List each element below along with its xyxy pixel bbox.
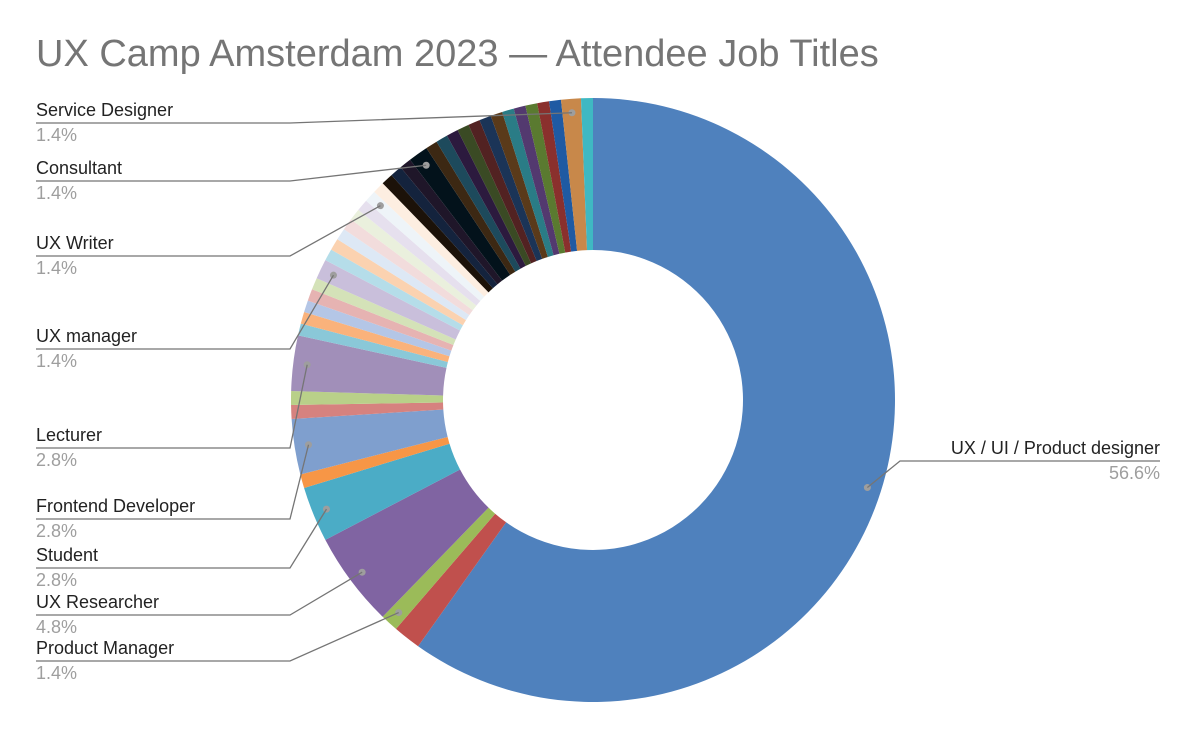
slice-38[interactable] [537,101,572,253]
slice-39[interactable] [549,99,578,252]
slice-consultant[interactable] [410,148,511,281]
slice-23[interactable] [374,183,489,297]
slice-11[interactable] [300,312,450,363]
slice-frontend-developer[interactable] [291,409,448,475]
slice-12[interactable] [304,300,452,357]
slice-percent-student: 2.8% [36,570,77,590]
slice-label-ux-writer: UX Writer [36,233,114,253]
slice-29[interactable] [436,135,521,272]
slice-percent-consultant: 1.4% [36,183,77,203]
slice-percent-ux-manager: 1.4% [36,351,77,371]
leader-line [36,274,335,350]
slice-16[interactable] [325,249,463,331]
slice-8[interactable] [290,390,444,406]
slice-10[interactable] [298,323,448,368]
slice-7[interactable] [291,402,444,420]
leader-lines [36,109,1160,662]
slice-33[interactable] [479,115,543,261]
slice-32[interactable] [468,120,537,264]
leader-line [36,444,310,520]
slice-percent-ux-ui-product-designer: 56.6% [1109,463,1160,483]
slice-label-ux-manager: UX manager [36,326,137,346]
slice-label-consultant: Consultant [36,158,122,178]
slice-19[interactable] [343,219,473,316]
slice-21[interactable] [358,200,481,306]
slice-17[interactable] [331,239,467,326]
slice-label-lecturer: Lecturer [36,425,102,445]
slice-35[interactable] [502,108,554,257]
donut-slices [290,98,896,703]
slice-labels: UX / UI / Product designer 56.6% Product M… [36,100,1160,683]
slice-ux-writer[interactable] [366,191,485,302]
slice-percent-ux-researcher: 4.8% [36,617,77,637]
slice-product-manager[interactable] [382,507,496,629]
slice-label-ux-ui-product-designer: UX / UI / Product designer [951,438,1160,458]
leader-line [36,205,381,257]
slice-service-designer[interactable] [560,98,588,251]
slice-percent-ux-writer: 1.4% [36,258,77,278]
slice-30[interactable] [446,130,526,269]
slice-28[interactable] [426,141,516,275]
slice-student[interactable] [304,443,461,540]
slice-5[interactable] [300,436,450,488]
slice-label-ux-researcher: UX Researcher [36,592,159,612]
slice-label-student: Student [36,545,98,565]
slice-1[interactable] [395,513,507,647]
slice-ux-ui-product-designer[interactable] [418,98,896,703]
slice-37[interactable] [525,103,566,254]
slice-26[interactable] [400,159,503,285]
leader-line [36,611,399,662]
slice-41[interactable] [580,98,593,251]
slice-31[interactable] [457,124,532,266]
chart-title: UX Camp Amsterdam 2023 — Attendee Job Ti… [36,33,879,75]
leader-line [36,571,363,616]
slice-label-product-manager: Product Manager [36,638,174,658]
slice-13[interactable] [307,289,454,351]
leader-line [36,112,573,124]
leader-line [36,508,328,569]
slice-18[interactable] [337,229,470,321]
leader-line [36,164,427,182]
slice-percent-service-designer: 1.4% [36,125,77,145]
slice-percent-frontend-developer: 2.8% [36,521,77,541]
slice-20[interactable] [350,209,477,311]
slice-14[interactable] [312,278,456,346]
leader-line [866,460,1160,489]
slice-ux-manager[interactable] [316,260,461,340]
slice-25[interactable] [391,167,498,289]
slice-ux-researcher[interactable] [325,469,489,617]
slice-label-service-designer: Service Designer [36,100,173,120]
slice-percent-lecturer: 2.8% [36,450,77,470]
leader-line [36,364,308,449]
slice-lecturer[interactable] [291,335,447,396]
slice-label-frontend-developer: Frontend Developer [36,496,195,516]
slice-36[interactable] [513,105,560,256]
slice-24[interactable] [382,175,493,293]
slice-percent-product-manager: 1.4% [36,663,77,683]
slice-34[interactable] [490,111,548,259]
